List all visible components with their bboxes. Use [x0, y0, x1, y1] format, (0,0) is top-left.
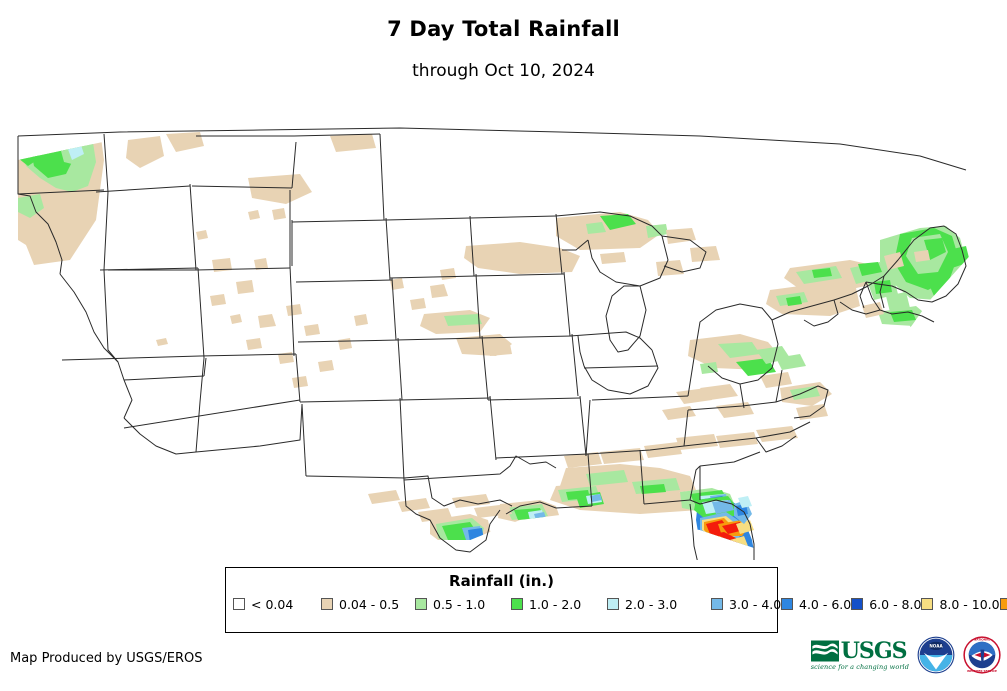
legend-item: 10.0 - 12.0 — [999, 595, 1007, 613]
legend-swatch-icon — [607, 598, 619, 610]
state-boundaries — [17, 127, 967, 560]
usgs-tagline: science for a changing world — [810, 662, 909, 671]
us-rainfall-choropleth — [17, 127, 985, 560]
nws-logo-ring-text: NATIONAL WEATHER SERVICE — [967, 638, 997, 674]
legend-title: Rainfall (in.) — [449, 572, 554, 590]
legend-item: 0.5 - 1.0 — [415, 595, 511, 613]
map-credit: Map Produced by USGS/EROS — [10, 651, 203, 666]
usgs-wave-icon — [810, 640, 839, 661]
legend-item: 6.0 - 8.0 — [851, 595, 921, 613]
page-title: 7 Day Total Rainfall — [387, 17, 620, 41]
legend-item-label: 1.0 - 2.0 — [529, 596, 582, 612]
legend-swatch-icon — [511, 598, 523, 610]
legend-item-label: 0.04 - 0.5 — [339, 596, 400, 612]
legend-swatch-icon — [233, 598, 245, 610]
usgs-wordmark: USGS — [840, 637, 908, 664]
legend-swatch-icon — [781, 598, 793, 610]
nws-logo-icon: NATIONAL WEATHER SERVICE — [963, 636, 1001, 674]
noaa-logo-text: NOAA — [929, 643, 943, 648]
page-subtitle: through Oct 10, 2024 — [412, 61, 595, 81]
rainfall-map — [0, 100, 1007, 560]
legend-item: 2.0 - 3.0 — [607, 595, 711, 613]
legend-item-label: 8.0 - 10.0 — [939, 596, 1000, 612]
legend-item: 0.04 - 0.5 — [321, 595, 415, 613]
agency-logos: USGS science for a changing world NOAA N… — [810, 636, 1001, 674]
legend-item-label: 6.0 - 8.0 — [869, 596, 922, 612]
legend-panel: Rainfall (in.) < 0.04 0.04 - 0.5 0.5 - 1… — [225, 567, 1007, 633]
legend-item-label: 4.0 - 6.0 — [799, 596, 852, 612]
legend-swatch-icon — [321, 598, 333, 610]
legend-item-label: 2.0 - 3.0 — [625, 596, 678, 612]
legend-item: < 0.04 — [233, 595, 321, 613]
legend-item-label: 0.5 - 1.0 — [433, 596, 486, 612]
usgs-logo: USGS science for a changing world — [810, 637, 909, 671]
legend-swatch-icon — [921, 598, 934, 610]
legend-item: 1.0 - 2.0 — [511, 595, 607, 613]
noaa-logo-icon: NOAA — [917, 636, 955, 674]
legend-item-label: 3.0 - 4.0 — [729, 596, 782, 612]
svg-text:NATIONAL: NATIONAL — [974, 638, 990, 642]
legend-item-label: < 0.04 — [251, 596, 294, 612]
legend-item: 4.0 - 6.0 — [781, 595, 851, 613]
legend-swatch-icon — [415, 598, 427, 610]
legend-items: < 0.04 0.04 - 0.5 0.5 - 1.0 1.0 - 2.0 2.… — [233, 595, 1007, 613]
legend-swatch-icon — [851, 598, 864, 610]
rainfall-raster-layer — [18, 130, 970, 550]
svg-text:WEATHER SERVICE: WEATHER SERVICE — [967, 669, 997, 673]
legend-item: 8.0 - 10.0 — [921, 595, 1000, 613]
legend-item: 3.0 - 4.0 — [711, 595, 781, 613]
legend-swatch-icon — [999, 598, 1007, 610]
legend-swatch-icon — [711, 598, 723, 610]
